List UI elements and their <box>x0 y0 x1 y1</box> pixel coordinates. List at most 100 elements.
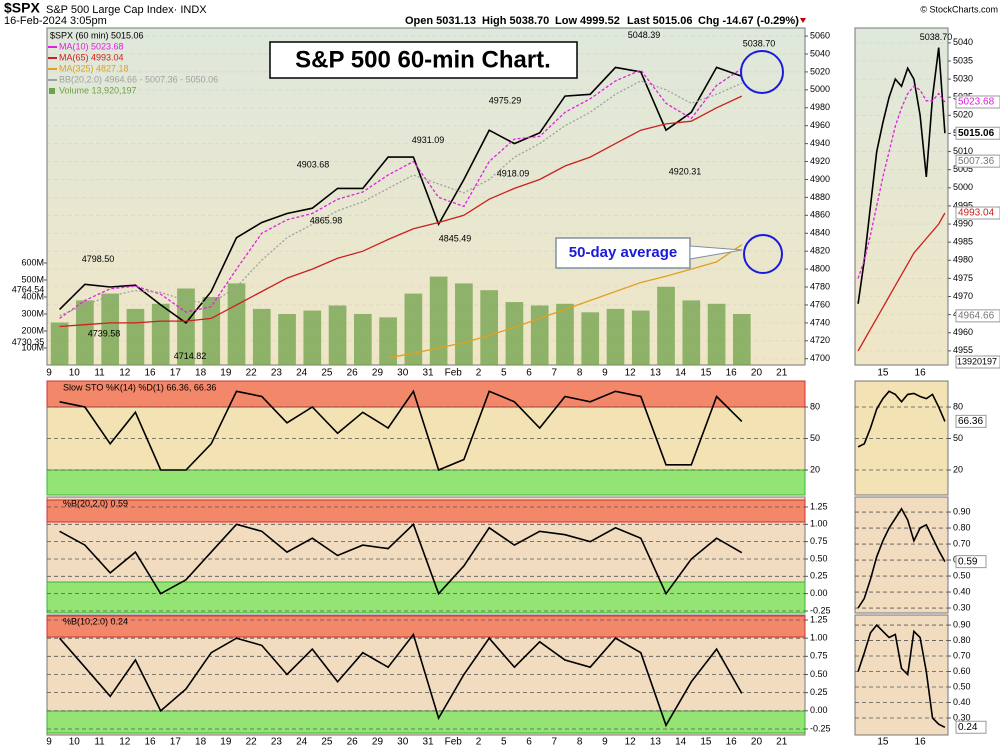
y2-tick-label: 400M <box>21 291 44 301</box>
x-tick-label: 26 <box>347 368 359 379</box>
x-tick-label: 6 <box>526 368 532 379</box>
y-tick-label: 0.00 <box>810 588 828 598</box>
y-tick-label: 20 <box>810 464 820 474</box>
series-line <box>857 47 946 304</box>
x-tick-label: 17 <box>170 737 182 748</box>
annotation-arrow <box>689 245 743 260</box>
volume-bar <box>657 286 675 365</box>
volume-bar <box>353 313 372 365</box>
volume-bar <box>252 308 271 365</box>
volume-bar <box>151 303 170 365</box>
series-line <box>857 507 946 609</box>
y-tick-label: 5000 <box>810 84 830 94</box>
y-tick-label: 4970 <box>953 291 973 301</box>
y-tick-label: 5030 <box>953 73 973 83</box>
volume-bar <box>76 300 94 365</box>
chart-title: S&P 500 60-min Chart. <box>295 46 551 73</box>
y-tick-label: 0.80 <box>953 522 971 532</box>
panel <box>46 27 806 366</box>
y2-tick-label: 500M <box>21 274 44 284</box>
price-label: 4903.68 <box>297 160 330 170</box>
down-arrow <box>800 18 806 23</box>
volume-bar <box>379 317 397 365</box>
y-tick-label: 0.70 <box>953 650 971 660</box>
overbought-zone <box>46 380 806 408</box>
volume-bar <box>505 302 524 365</box>
price-label: 4931.09 <box>412 135 445 145</box>
volume-bar <box>732 313 751 365</box>
y-tick-label: 5040 <box>810 48 830 58</box>
y-tick-label: 4820 <box>810 246 830 256</box>
series-line <box>59 95 743 328</box>
x-tick-label: 5 <box>501 737 507 748</box>
x-tick-label: 11 <box>94 368 105 379</box>
y-tick-label: 0.50 <box>953 681 971 691</box>
axis-value-label: 5007.36 <box>958 156 995 167</box>
y-tick-label: 4940 <box>810 138 830 148</box>
overbought-zone <box>46 499 806 523</box>
volume-bar <box>606 308 625 365</box>
volume-bar <box>631 310 650 365</box>
x-tick-label: 16 <box>145 737 157 748</box>
volume-bar <box>328 305 347 365</box>
x-tick-label: 10 <box>69 368 81 379</box>
y-tick-label: 5020 <box>953 110 973 120</box>
x-tick-label: 29 <box>372 368 384 379</box>
x-tick-label: 2 <box>476 737 482 748</box>
chart-layer: 4700 4720 4740 4760 4780 4800 4820 4840 4860 4880… <box>12 30 1000 748</box>
y-tick-label: -0.25 <box>810 723 831 733</box>
volume-bar <box>429 276 448 365</box>
x-tick-label: 13 <box>650 737 662 748</box>
x-tick-label: 11 <box>94 737 105 748</box>
panel <box>854 496 949 614</box>
price-label: 4845.49 <box>439 234 472 244</box>
overbought-zone <box>46 615 806 638</box>
y-tick-label: 4880 <box>810 192 830 202</box>
last-value-label: 0.24 <box>958 722 978 733</box>
x-tick-label: 25 <box>321 368 333 379</box>
x-tick-label: 21 <box>776 737 788 748</box>
axis-value-label: 4993.04 <box>958 208 995 219</box>
y-tick-label: 4960 <box>953 327 973 337</box>
x-tick-label: 14 <box>675 737 687 748</box>
x-tick-label: 26 <box>347 737 359 748</box>
y-tick-label: 1.25 <box>810 614 828 624</box>
y-tick-label: 50 <box>810 433 820 443</box>
y-tick-label: 0.50 <box>953 570 971 580</box>
copyright: © StockCharts.com <box>920 4 998 14</box>
axis-value-box <box>955 355 1000 369</box>
legend-label: MA(65) 4993.04 <box>59 52 124 62</box>
y-tick-label: 0.80 <box>953 635 971 645</box>
y-tick-label: 0.50 <box>810 669 828 679</box>
x-tick-label: 16 <box>915 737 927 748</box>
price-label: 4975.29 <box>489 95 522 105</box>
legend-label: MA(10) 5023.68 <box>59 41 124 51</box>
volume-value-label: 13920197 <box>957 356 997 366</box>
panel-title: Slow STO %K(14) %D(1) 66.36, 66.36 <box>63 382 216 392</box>
axis-value-label: 4964.66 <box>958 311 995 322</box>
x-tick-label: 5 <box>501 368 507 379</box>
series-line <box>59 522 743 596</box>
x-tick-label: 12 <box>119 368 131 379</box>
y-tick-label: 4920 <box>810 156 830 166</box>
x-tick-label: 6 <box>526 737 532 748</box>
series-line <box>58 632 743 728</box>
volume-bar <box>455 283 473 365</box>
price-label: 5038.70 <box>743 39 776 49</box>
legend-label: $SPX (60 min) 5015.06 <box>50 30 144 40</box>
price-label: 4798.50 <box>82 254 115 264</box>
y-tick-label: 4780 <box>810 281 830 291</box>
x-tick-label: 30 <box>397 737 409 748</box>
x-tick-label: 9 <box>602 368 608 379</box>
x-tick-label: 22 <box>246 368 258 379</box>
y-tick-label: 4955 <box>953 345 973 355</box>
y-tick-label: 5035 <box>953 55 973 65</box>
series-line <box>857 212 946 352</box>
panel <box>854 380 949 496</box>
volume-bar <box>530 305 549 365</box>
y-tick-label: 4960 <box>810 120 830 130</box>
y2-tick-label: 100M <box>21 342 44 352</box>
x-tick-label: 8 <box>577 368 583 379</box>
series-line <box>59 66 743 324</box>
